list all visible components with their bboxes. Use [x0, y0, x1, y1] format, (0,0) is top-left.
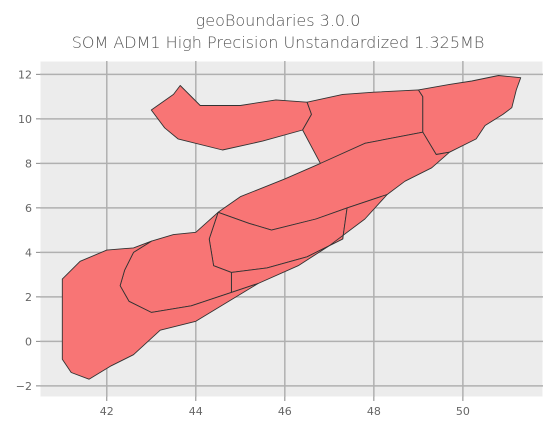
y-tick-label: 12 — [18, 68, 32, 81]
y-tick-label: 6 — [25, 202, 32, 215]
y-tick-label: 8 — [25, 157, 32, 170]
map-title-line-1: geoBoundaries 3.0.0 — [195, 11, 361, 30]
region-west-lower — [61, 240, 259, 380]
y-tick-label: 2 — [25, 291, 32, 304]
x-tick-label: 50 — [456, 405, 470, 418]
x-tick-label: 48 — [367, 405, 381, 418]
x-tick-label: 46 — [278, 405, 292, 418]
map-title-line-2: SOM ADM1 High Precision Unstandardized 1… — [71, 33, 485, 52]
x-tick-label: 44 — [189, 405, 203, 418]
x-tick-label: 42 — [100, 405, 114, 418]
y-tick-label: −2 — [16, 380, 32, 393]
y-tick-label: 0 — [25, 335, 32, 348]
y-tick-label: 4 — [25, 246, 32, 259]
region-layer — [61, 75, 522, 380]
y-tick-label: 10 — [18, 113, 32, 126]
